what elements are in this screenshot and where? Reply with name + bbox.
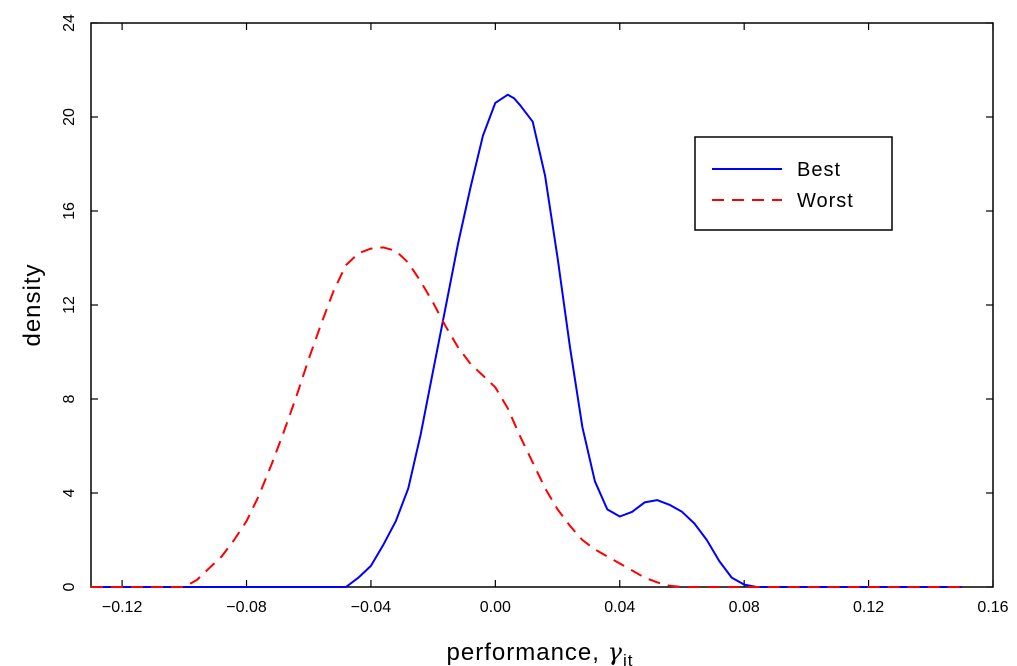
series-line-worst [91, 246, 962, 588]
x-tick-label: −0.12 [102, 599, 143, 616]
legend-label-best: Best [797, 159, 841, 181]
x-tick-label: 0.16 [977, 599, 1008, 616]
plot-frame [90, 22, 994, 588]
axis-ticks [91, 22, 994, 588]
x-tick-label: 0.12 [853, 599, 884, 616]
y-tick-label: 8 [61, 394, 78, 403]
x-tick-label: −0.04 [351, 599, 392, 616]
x-axis-label: performance, γit [447, 638, 634, 666]
legend: Best Worst [694, 136, 893, 231]
y-tick-label: 4 [61, 488, 78, 497]
y-tick-label: 0 [61, 582, 78, 591]
y-tick-label: 20 [61, 108, 78, 126]
x-axis-label-text: performance, [447, 639, 608, 666]
series-line-best [91, 93, 962, 588]
x-tick-label: −0.08 [226, 599, 267, 616]
x-tick-label: 0.00 [480, 599, 511, 616]
y-tick-label: 16 [61, 202, 78, 220]
x-axis-label-subscript: it [623, 651, 634, 666]
series-group [91, 93, 962, 588]
y-tick-label: 24 [61, 14, 78, 32]
legend-box [694, 136, 893, 231]
x-axis-label-symbol: γ [608, 638, 623, 666]
tick-labels: −0.12 −0.08 −0.04 0.00 0.04 0.08 0.12 0.16 0 4 8 12… [61, 14, 1009, 616]
x-tick-label: 0.08 [729, 599, 760, 616]
x-tick-label: 0.04 [604, 599, 635, 616]
y-axis-label: density [19, 263, 46, 346]
legend-label-worst: Worst [797, 190, 854, 212]
y-tick-label: 12 [61, 296, 78, 314]
